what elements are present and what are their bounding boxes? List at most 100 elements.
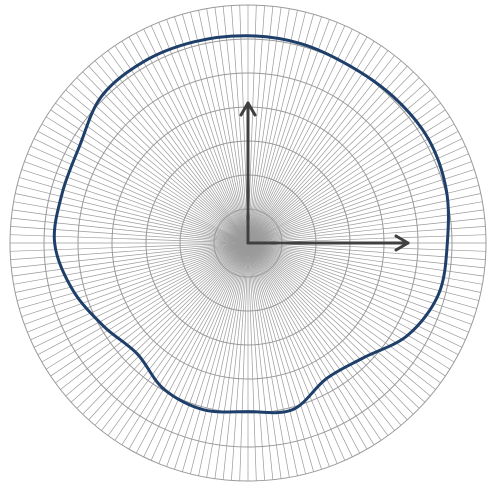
grid-spoke (247, 145, 466, 244)
grid-spoke (70, 242, 249, 403)
curves (52, 34, 450, 415)
grid-spoke (247, 32, 361, 244)
grid-spoke (247, 217, 485, 244)
grid-spoke (24, 161, 249, 244)
grid-spoke (247, 242, 426, 403)
grid-spoke (247, 60, 402, 244)
grid-spoke (247, 8, 290, 244)
grid-spoke (247, 177, 477, 244)
grid-spoke (247, 50, 389, 244)
grid-spoke (247, 193, 481, 244)
grid-spoke (247, 96, 436, 244)
grid-spoke (247, 25, 346, 244)
grid-spoke (247, 242, 361, 454)
grid-spoke (143, 242, 249, 458)
grid-spoke (247, 242, 463, 348)
grid-spoke (33, 138, 249, 244)
grid-spoke (76, 77, 249, 244)
grid-spoke (247, 169, 475, 244)
grid-spoke (114, 45, 249, 244)
grid-spoke (247, 242, 368, 450)
grid-spoke (107, 242, 249, 436)
grid-spoke (15, 242, 249, 293)
grid-spoke (247, 102, 441, 244)
grid-spoke (88, 242, 249, 421)
grid-spoke (247, 242, 382, 441)
grid-spoke (60, 242, 249, 390)
grid-spoke (101, 55, 249, 244)
grid-spoke (247, 40, 375, 244)
grid-spoke (13, 201, 249, 244)
grid-spoke (11, 217, 249, 244)
grid-spoke (214, 242, 249, 479)
grid-spoke (158, 22, 249, 244)
grid-spoke (135, 242, 249, 454)
grid-spoke (60, 96, 249, 244)
grid-spoke (121, 40, 249, 244)
grid-spoke (88, 65, 249, 244)
grid-spoke (247, 28, 353, 244)
grid-spoke (247, 55, 395, 244)
grid-spoke (247, 242, 441, 384)
grid-spoke (247, 14, 314, 244)
grid-spoke (247, 242, 466, 341)
grid-spoke (114, 242, 249, 441)
grid-spoke (82, 242, 249, 415)
grid-spoke (121, 242, 249, 446)
grid-spoke (65, 89, 249, 244)
grid-spoke (247, 65, 408, 244)
grid-spoke (158, 242, 249, 464)
grid-spoke (94, 242, 249, 426)
grid-spoke (239, 242, 249, 481)
grid-spoke (247, 36, 368, 244)
grid-spoke (247, 242, 353, 458)
axis-arrowhead-x (394, 234, 410, 252)
grid-spoke (19, 242, 249, 309)
grid-spoke (247, 242, 375, 446)
grid-spoke (222, 242, 249, 480)
grid-spoke (231, 5, 249, 244)
grid-spoke (101, 242, 249, 431)
grid-spoke (21, 169, 249, 244)
grid-spoke (247, 242, 414, 415)
grid-spoke (16, 242, 249, 301)
grid-spoke (65, 242, 249, 397)
series-line-0 (52, 34, 450, 415)
axis-arrowhead-y (239, 101, 257, 117)
grid-spoke (37, 242, 249, 356)
grid-spoke (16, 185, 249, 244)
grid-spoke (247, 242, 389, 436)
grid-spoke (198, 242, 249, 476)
grid-spoke (94, 60, 249, 244)
grid-spoke (21, 242, 249, 317)
grid-spoke (247, 242, 346, 461)
grid-spoke (247, 89, 431, 244)
grid-spoke (45, 242, 249, 370)
grid-spoke (247, 5, 265, 244)
grid-spoke (15, 193, 249, 244)
grid-spoke (247, 242, 472, 325)
grid-spoke (206, 8, 249, 244)
grid-spoke (166, 19, 249, 244)
grid-spoke (27, 153, 249, 244)
grid-spoke (128, 36, 249, 244)
grid-spoke (166, 242, 249, 467)
grid-spoke (247, 242, 314, 472)
grid-spoke (135, 32, 249, 244)
grid-spoke (247, 11, 306, 244)
grid-spoke (12, 209, 249, 244)
grid-spoke (247, 153, 469, 244)
grid-spoke (247, 130, 459, 244)
grid-spoke (13, 242, 249, 285)
grid-spoke (247, 242, 274, 480)
grid-spoke (182, 242, 249, 472)
grid-spoke (247, 242, 469, 333)
grid-spoke (55, 102, 249, 244)
grid-spoke (247, 242, 475, 317)
grid-spoke (247, 242, 436, 390)
grid-spoke (70, 83, 249, 244)
grid-spoke (247, 242, 290, 478)
grid-spoke (206, 242, 249, 478)
